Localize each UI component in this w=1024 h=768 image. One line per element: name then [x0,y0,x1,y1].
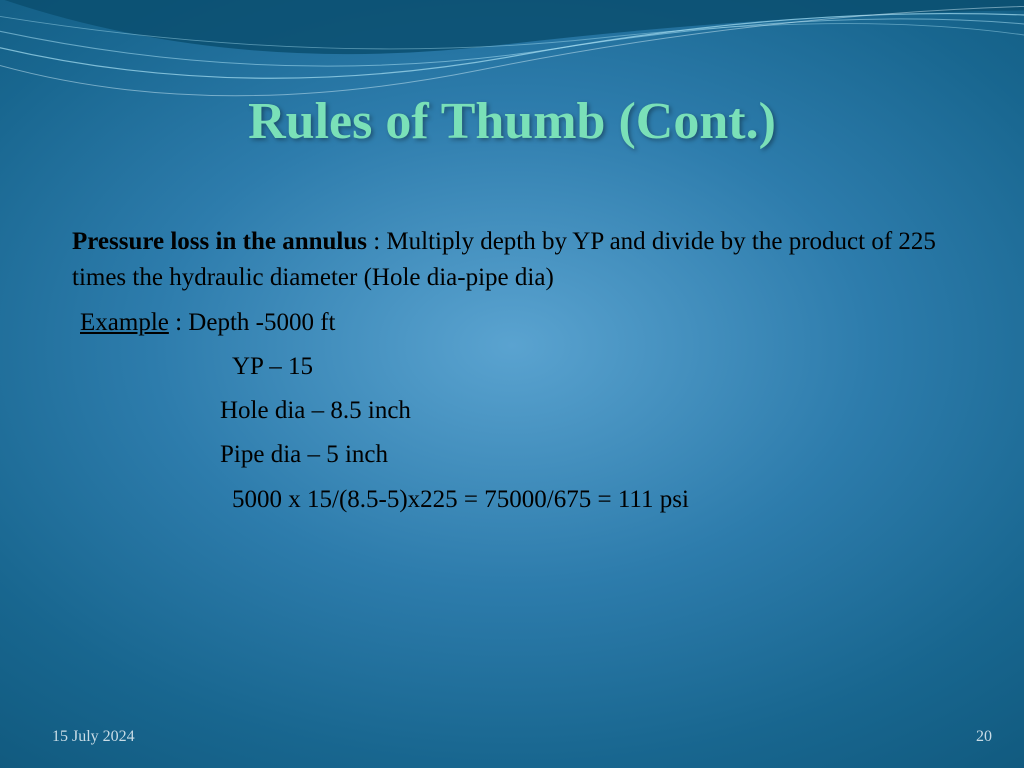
example-line: Example : Depth -5000 ft [72,305,952,341]
line-yp: YP – 15 [72,349,952,385]
footer-date: 15 July 2024 [52,728,135,746]
wave-line-1 [0,14,1024,79]
wave-line-2 [0,19,1024,66]
slide-body: Pressure loss in the annulus : Multiply … [72,224,952,526]
body-lead: Pressure loss in the annulus : Multiply … [72,224,952,297]
line-calc: 5000 x 15/(8.5-5)x225 = 75000/675 = 111 … [72,482,952,518]
footer-page-number: 20 [976,728,992,746]
wave-line-3 [0,5,1024,96]
wave-fill [0,0,1024,54]
wave-svg [0,0,1024,180]
line-pipe: Pipe dia – 5 inch [72,437,952,473]
lead-bold: Pressure loss in the annulus [72,228,367,255]
example-label: Example [80,309,169,336]
decorative-waves [0,0,1024,180]
slide-title: Rules of Thumb (Cont.) [0,92,1024,151]
example-rest: : Depth -5000 ft [169,309,336,336]
wave-line-4 [0,8,1024,49]
line-hole: Hole dia – 8.5 inch [72,393,952,429]
